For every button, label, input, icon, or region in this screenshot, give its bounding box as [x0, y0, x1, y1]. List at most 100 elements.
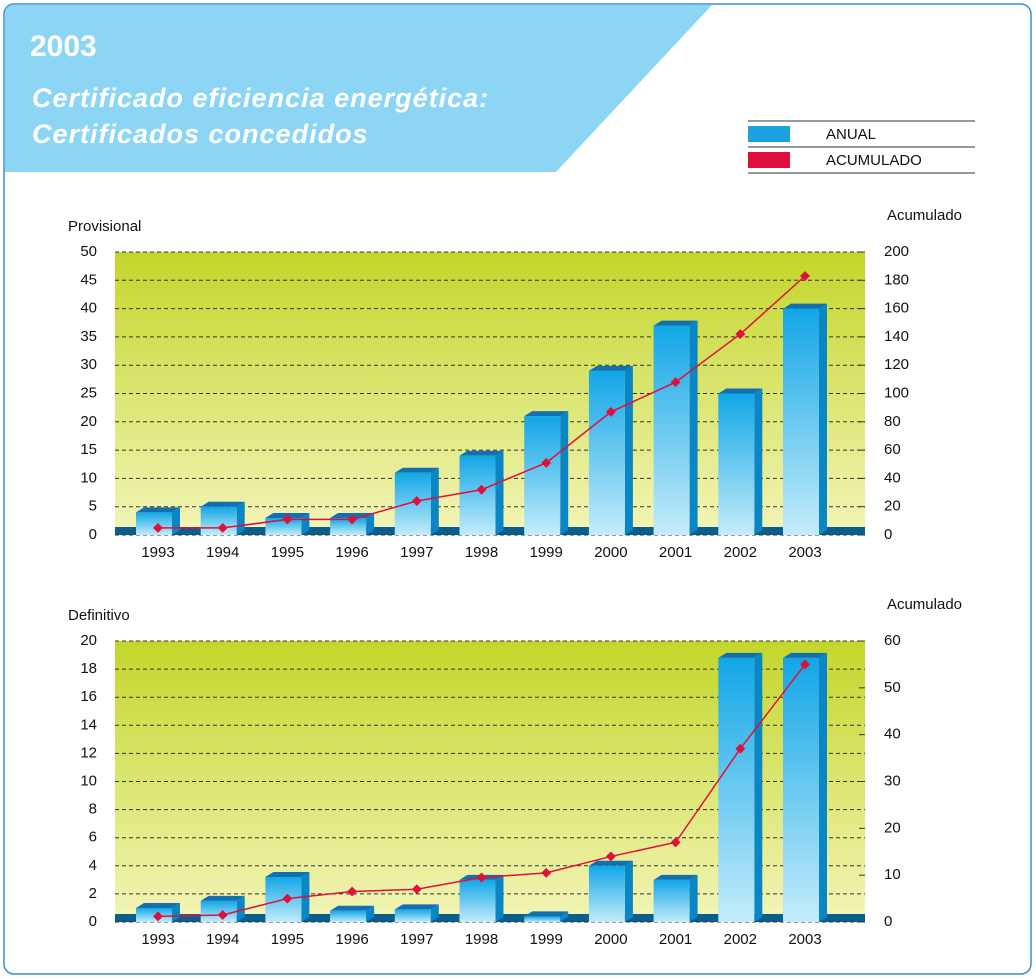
- bar: [394, 909, 431, 922]
- bar: [200, 900, 237, 922]
- y-tick-label: 14: [80, 716, 97, 733]
- bar: [136, 512, 172, 535]
- bar: [459, 879, 496, 922]
- bar-side: [689, 874, 698, 922]
- bar-side: [495, 874, 504, 922]
- y-tick-label: 50: [80, 243, 97, 260]
- y-tick-label: 5: [89, 498, 97, 515]
- bar-side: [689, 320, 698, 535]
- y2-tick-label: 80: [884, 413, 901, 430]
- bar: [588, 865, 625, 922]
- x-tick-label: 1995: [271, 544, 304, 561]
- bar-side: [754, 652, 763, 922]
- line-marker: [476, 872, 487, 883]
- bar: [524, 416, 561, 535]
- line-marker: [217, 910, 228, 920]
- bar: [588, 370, 625, 535]
- legend-swatch: [748, 126, 790, 142]
- bar-top: [653, 320, 698, 326]
- bar-top: [653, 874, 698, 880]
- bar-side: [560, 411, 569, 535]
- y-tick-label: 20: [80, 632, 97, 649]
- y-tick-label: 45: [80, 271, 97, 288]
- bar-side: [819, 303, 827, 535]
- y2-axis-label: Acumulado: [887, 207, 962, 224]
- y-tick-label: 25: [80, 384, 97, 401]
- bar-top: [265, 872, 310, 878]
- bar-side: [236, 501, 245, 535]
- bar-side: [430, 904, 439, 922]
- line-marker: [541, 457, 552, 468]
- line-marker: [347, 886, 358, 897]
- bar: [200, 506, 237, 535]
- line-marker: [541, 867, 552, 878]
- line-marker: [347, 514, 358, 525]
- bar-side: [301, 513, 310, 535]
- bar: [265, 518, 302, 535]
- y2-tick-label: 40: [884, 469, 901, 486]
- line-marker: [735, 329, 746, 340]
- legend-swatch: [748, 152, 790, 168]
- y-tick-label: 12: [80, 744, 97, 761]
- x-tick-label: 1999: [530, 931, 563, 948]
- x-tick-label: 1998: [465, 931, 498, 948]
- y2-tick-label: 60: [884, 441, 901, 458]
- y2-tick-label: 0: [884, 526, 892, 543]
- line-marker: [217, 522, 228, 533]
- y-tick-label: 6: [89, 829, 97, 846]
- y2-tick-label: 40: [884, 726, 901, 743]
- bar-side: [819, 652, 827, 922]
- bar-side: [495, 450, 504, 535]
- x-tick-label: 1994: [206, 931, 239, 948]
- line-marker: [411, 496, 422, 506]
- bar: [653, 325, 690, 535]
- bar-top: [588, 365, 633, 371]
- line-marker: [476, 484, 487, 495]
- y-tick-label: 10: [80, 772, 97, 789]
- x-tick-label: 1996: [335, 931, 368, 948]
- header-band: [5, 5, 712, 172]
- bar-top: [783, 652, 827, 658]
- bar-top: [394, 467, 439, 473]
- x-tick-label: 1995: [271, 931, 304, 948]
- bar-top: [524, 911, 569, 917]
- x-tick-label: 1993: [141, 931, 174, 948]
- line-marker: [153, 522, 163, 533]
- line-marker: [670, 837, 681, 848]
- y-tick-label: 4: [89, 857, 97, 874]
- x-tick-label: 2002: [724, 544, 757, 561]
- line-marker: [800, 271, 810, 282]
- line-marker: [411, 884, 422, 895]
- y-tick-label: 10: [80, 469, 97, 486]
- y-tick-label: 20: [80, 413, 97, 430]
- bar: [330, 518, 367, 535]
- bar: [136, 907, 172, 922]
- x-tick-label: 2003: [788, 544, 821, 561]
- x-tick-label: 2000: [594, 931, 627, 948]
- y2-tick-label: 140: [884, 328, 909, 345]
- bar-top: [200, 501, 245, 507]
- bar-top: [524, 411, 569, 417]
- y-tick-label: 35: [80, 328, 97, 345]
- header-title: Certificado eficiencia energética:: [32, 83, 489, 113]
- bar-side: [624, 365, 633, 535]
- y2-axis-label: Acumulado: [887, 596, 962, 613]
- y-tick-label: 40: [80, 300, 97, 317]
- bar-side: [236, 895, 245, 922]
- line-marker: [605, 851, 616, 862]
- bar-top: [394, 904, 439, 910]
- bar-side: [754, 388, 763, 535]
- y2-tick-label: 120: [884, 356, 909, 373]
- y2-tick-label: 30: [884, 772, 901, 789]
- bar-side: [366, 513, 375, 535]
- x-tick-label: 1994: [206, 544, 239, 561]
- bar-side: [560, 911, 569, 922]
- bar-top: [783, 303, 827, 309]
- y-tick-label: 0: [89, 913, 97, 930]
- y2-tick-label: 180: [884, 271, 909, 288]
- legend-label: ACUMULADO: [826, 152, 922, 169]
- y2-tick-label: 10: [884, 866, 901, 883]
- x-tick-label: 1998: [465, 544, 498, 561]
- bar-side: [430, 467, 439, 535]
- bar: [459, 455, 496, 535]
